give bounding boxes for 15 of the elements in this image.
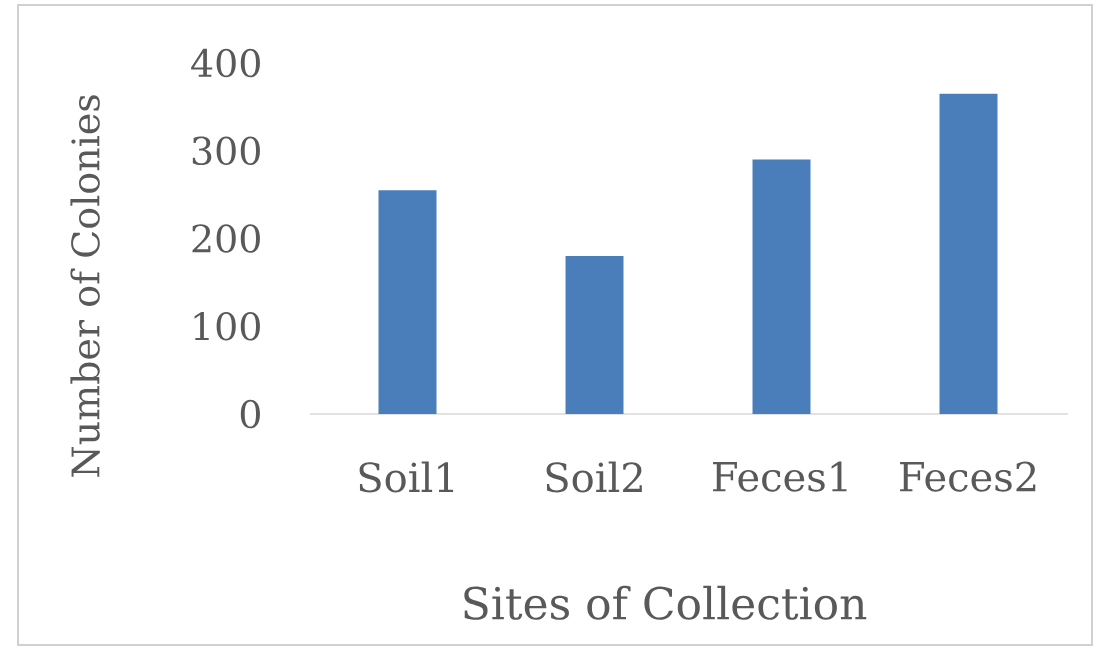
- x-tick-label: Feces2: [900, 461, 1036, 492]
- y-tick-label: 200: [192, 224, 260, 253]
- y-tick-label: 300: [192, 136, 260, 166]
- bar: [378, 190, 437, 414]
- y-tick-label: 400: [191, 48, 260, 78]
- x-tick-label: Soil2: [546, 461, 642, 493]
- x-tick-label: Feces1: [713, 461, 847, 492]
- x-axis-title: Sites of Collection: [464, 585, 867, 620]
- y-axis-title: Number of Colonies: [70, 95, 100, 477]
- x-tick-label: Soil1: [359, 461, 454, 493]
- bar: [939, 93, 998, 414]
- y-tick-label: 0: [240, 399, 260, 429]
- bar: [565, 256, 624, 414]
- y-tick-label: 100: [194, 311, 260, 341]
- bar: [752, 159, 811, 414]
